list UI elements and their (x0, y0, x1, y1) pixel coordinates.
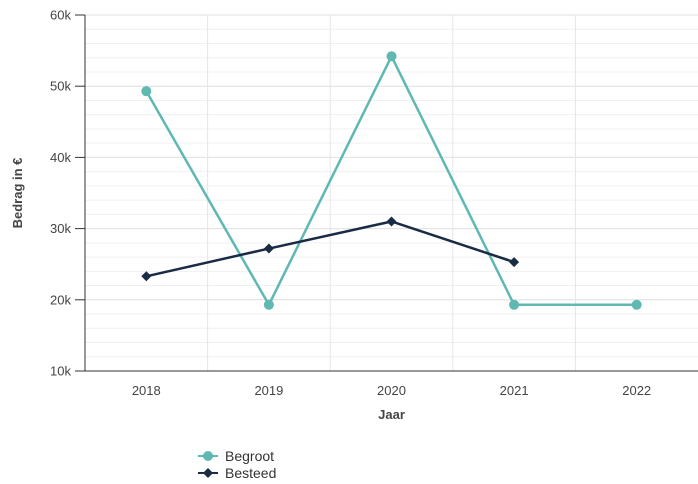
axes (75, 14, 698, 372)
legend-label: Besteed (225, 465, 276, 481)
data-point (386, 216, 397, 227)
legend-marker (203, 468, 213, 478)
x-tick-label: 2022 (622, 383, 651, 398)
data-point (263, 243, 274, 254)
y-axis-title: Bedrag in € (10, 158, 25, 229)
data-point (509, 257, 520, 268)
data-point (141, 86, 152, 97)
y-tick-label: 40k (50, 150, 71, 165)
series-line (146, 220, 515, 278)
y-tick-label: 50k (50, 79, 71, 94)
y-tick-label: 10k (50, 364, 71, 379)
series-group (141, 51, 642, 310)
data-point (386, 51, 397, 62)
series-line (145, 55, 637, 307)
x-axis-title: Jaar (378, 407, 405, 422)
grid (85, 14, 698, 372)
data-point (509, 299, 520, 310)
data-point (631, 299, 642, 310)
legend-item-besteed[interactable]: Besteed (198, 465, 276, 481)
legend-label: Begroot (225, 448, 274, 464)
y-tick-label: 60k (50, 8, 71, 23)
x-tick-label: 2018 (132, 383, 161, 398)
x-tick-label: 2021 (500, 383, 529, 398)
series-besteed (141, 216, 520, 282)
series-begroot (141, 51, 642, 310)
data-point (141, 271, 152, 282)
legend-item-begroot[interactable]: Begroot (198, 448, 274, 464)
x-tick-label: 2019 (254, 383, 283, 398)
legend-marker (203, 451, 213, 461)
tick-labels: 10k 20k 30k 40k 50k 60k 2018 2019 2020 2021 2022 (50, 8, 651, 399)
data-point (263, 299, 274, 310)
x-tick-label: 2020 (377, 383, 406, 398)
y-tick-label: 30k (50, 221, 71, 236)
y-tick-label: 20k (50, 292, 71, 307)
